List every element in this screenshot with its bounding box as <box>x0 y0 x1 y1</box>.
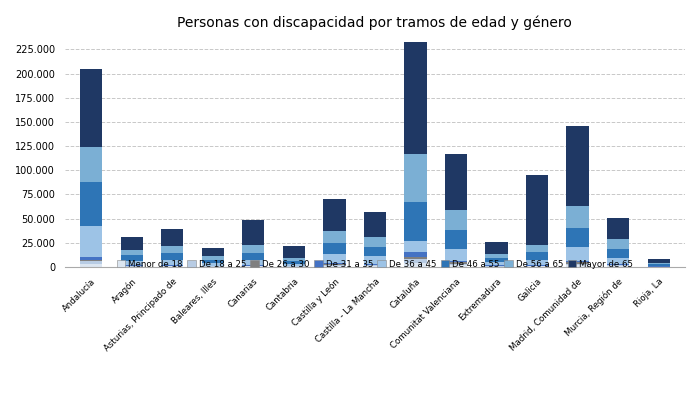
Bar <box>607 249 629 258</box>
Bar <box>444 262 467 264</box>
Bar <box>80 261 102 264</box>
Bar <box>202 263 224 266</box>
Bar <box>444 210 467 230</box>
Bar <box>242 245 265 253</box>
Bar <box>566 265 589 267</box>
Bar <box>120 250 143 255</box>
Bar <box>526 260 548 265</box>
Bar <box>566 247 589 260</box>
Bar <box>161 246 183 253</box>
Bar <box>485 242 508 254</box>
Bar <box>444 265 467 267</box>
Bar <box>323 266 346 267</box>
Bar <box>405 252 426 257</box>
Bar <box>364 237 386 247</box>
Title: Personas con discapacidad por tramos de edad y género: Personas con discapacidad por tramos de … <box>178 15 573 30</box>
Bar <box>526 252 548 260</box>
Bar <box>485 265 508 266</box>
Bar <box>485 258 508 262</box>
Bar <box>364 247 386 256</box>
Bar <box>80 260 102 261</box>
Bar <box>323 263 346 264</box>
Bar <box>444 264 467 265</box>
Bar <box>405 42 426 154</box>
Bar <box>161 260 183 265</box>
Bar <box>405 202 426 241</box>
Bar <box>485 266 508 267</box>
Bar <box>566 260 589 262</box>
Bar <box>323 265 346 266</box>
Bar <box>526 244 548 252</box>
Bar <box>648 260 670 263</box>
Bar <box>405 154 426 202</box>
Bar <box>444 154 467 210</box>
Bar <box>242 260 265 265</box>
Bar <box>323 231 346 243</box>
Bar <box>607 265 629 266</box>
Bar <box>405 259 426 263</box>
Legend: Menor de 18, De 18 a 25, De 26 a 30, De 31 a 35, De 36 a 45, De 46 a 55, De 56 a: Menor de 18, De 18 a 25, De 26 a 30, De … <box>113 256 637 272</box>
Bar <box>566 262 589 264</box>
Bar <box>202 260 224 263</box>
Bar <box>648 263 670 264</box>
Bar <box>242 253 265 260</box>
Bar <box>202 256 224 260</box>
Bar <box>566 264 589 265</box>
Bar <box>242 220 265 245</box>
Bar <box>120 255 143 261</box>
Bar <box>405 241 426 252</box>
Bar <box>283 261 305 264</box>
Bar <box>80 226 102 257</box>
Bar <box>80 69 102 146</box>
Bar <box>648 264 670 266</box>
Bar <box>607 218 629 239</box>
Bar <box>242 265 265 266</box>
Bar <box>364 266 386 267</box>
Bar <box>323 264 346 265</box>
Bar <box>323 243 346 254</box>
Bar <box>161 266 183 267</box>
Bar <box>120 261 143 265</box>
Bar <box>607 258 629 264</box>
Bar <box>485 262 508 265</box>
Bar <box>526 175 548 244</box>
Bar <box>444 230 467 249</box>
Bar <box>607 239 629 249</box>
Bar <box>364 264 386 265</box>
Bar <box>283 246 305 258</box>
Bar <box>364 265 386 266</box>
Bar <box>80 257 102 260</box>
Bar <box>405 263 426 267</box>
Bar <box>364 212 386 237</box>
Bar <box>444 260 467 262</box>
Bar <box>364 256 386 264</box>
Bar <box>202 248 224 256</box>
Bar <box>566 206 589 228</box>
Bar <box>120 265 143 266</box>
Bar <box>566 126 589 206</box>
Bar <box>161 229 183 246</box>
Bar <box>323 199 346 231</box>
Bar <box>526 265 548 266</box>
Bar <box>80 146 102 182</box>
Bar <box>405 257 426 259</box>
Bar <box>120 237 143 250</box>
Bar <box>120 266 143 267</box>
Bar <box>80 264 102 267</box>
Bar <box>526 266 548 267</box>
Bar <box>161 265 183 266</box>
Bar <box>161 253 183 260</box>
Bar <box>80 182 102 226</box>
Bar <box>283 264 305 266</box>
Bar <box>323 254 346 263</box>
Bar <box>444 249 467 260</box>
Bar <box>242 266 265 267</box>
Bar <box>485 254 508 258</box>
Bar <box>283 258 305 261</box>
Bar <box>607 266 629 267</box>
Bar <box>566 228 589 247</box>
Bar <box>607 264 629 265</box>
